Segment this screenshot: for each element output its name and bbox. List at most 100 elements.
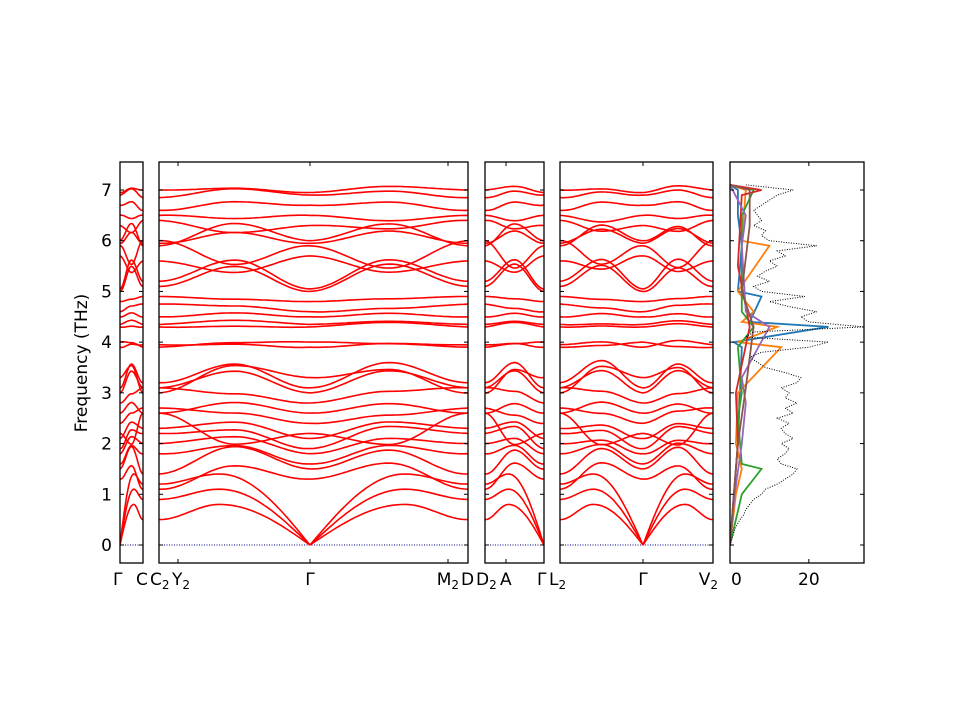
band-line xyxy=(309,425,468,450)
band-line xyxy=(159,214,311,220)
band-line xyxy=(309,386,468,404)
band-line xyxy=(560,503,644,546)
band-line xyxy=(120,325,143,329)
band-line xyxy=(309,320,468,326)
band-line xyxy=(560,214,644,223)
band-line xyxy=(309,239,468,269)
band-line xyxy=(309,201,468,212)
band-line xyxy=(560,365,644,394)
band-line xyxy=(120,401,143,414)
k-point-label: Γ xyxy=(537,570,547,590)
band-line xyxy=(309,258,468,290)
dos-x-tick-label: 0 xyxy=(731,570,742,590)
band-line xyxy=(159,464,310,490)
band-line xyxy=(642,189,713,199)
band-line xyxy=(310,402,468,414)
band-line xyxy=(560,264,644,293)
band-line xyxy=(159,444,310,465)
band-line xyxy=(485,386,544,404)
band-line xyxy=(642,442,713,465)
band-line xyxy=(560,447,644,475)
band-line xyxy=(120,219,143,234)
band-line xyxy=(159,445,311,475)
band-line xyxy=(159,312,310,318)
band-line xyxy=(159,219,311,234)
band-line xyxy=(120,303,143,313)
band-line xyxy=(485,449,544,475)
band-line xyxy=(642,295,713,303)
band-line xyxy=(560,359,644,389)
band-line xyxy=(643,465,713,490)
band-line xyxy=(560,228,644,245)
dos-x-tick-label: 20 xyxy=(798,570,820,590)
k-point-label: C xyxy=(136,570,148,590)
total-dos-line xyxy=(730,184,865,546)
k-point-label: Y2 xyxy=(171,570,190,592)
partial-dos-line xyxy=(730,184,771,546)
band-line xyxy=(120,259,143,290)
band-line xyxy=(309,361,468,389)
band-line xyxy=(309,369,468,394)
band-line xyxy=(560,239,643,266)
band-line xyxy=(485,473,544,546)
k-point-label: L2 xyxy=(549,570,566,592)
band-line xyxy=(120,473,143,546)
band-line xyxy=(642,227,713,245)
band-line xyxy=(560,191,644,199)
y-tick-label: 3 xyxy=(101,384,112,404)
band-line xyxy=(642,422,713,440)
band-line xyxy=(642,473,713,546)
band-line xyxy=(642,255,713,273)
band-line xyxy=(159,319,311,326)
band-line xyxy=(159,259,311,290)
band-line xyxy=(560,412,644,446)
band-line xyxy=(485,295,544,303)
band-line xyxy=(560,401,644,414)
band-line xyxy=(642,503,713,546)
band-line xyxy=(120,387,143,404)
band-line xyxy=(159,370,311,394)
dos-panel: 0 20 xyxy=(729,161,865,590)
dos-frame xyxy=(729,161,865,564)
band-line xyxy=(159,387,310,404)
band-line xyxy=(485,368,544,394)
band-lines xyxy=(485,185,544,546)
band-line xyxy=(120,488,143,546)
band-line xyxy=(560,258,644,290)
panel-d2-a-gamma: D2 A Γ xyxy=(476,161,547,592)
band-line xyxy=(485,341,544,348)
band-line xyxy=(560,439,644,455)
band-line xyxy=(485,488,544,546)
band-line xyxy=(642,214,713,220)
band-line xyxy=(485,258,544,290)
band-line xyxy=(642,339,713,348)
band-line xyxy=(120,435,143,455)
band-line xyxy=(120,363,143,389)
band-line xyxy=(560,303,644,313)
band-line xyxy=(310,190,468,199)
band-lines xyxy=(120,187,143,546)
band-line xyxy=(485,444,544,465)
band-line xyxy=(485,320,544,326)
band-line xyxy=(120,421,143,440)
band-line xyxy=(159,265,311,293)
band-line xyxy=(642,185,713,194)
band-line xyxy=(642,425,713,450)
band-line xyxy=(485,190,544,199)
band-line xyxy=(560,341,644,349)
band-line xyxy=(120,312,143,318)
band-line xyxy=(159,363,310,389)
band-line xyxy=(159,428,310,450)
band-line xyxy=(485,255,544,274)
band-line xyxy=(120,319,143,326)
band-line xyxy=(560,295,643,303)
panel-c2-y2-gamma-m2-d: C2 Y2 Γ M2 D xyxy=(150,161,474,592)
band-line xyxy=(159,200,311,212)
band-line xyxy=(485,425,544,450)
band-line xyxy=(485,223,544,247)
panel-frame xyxy=(484,161,545,564)
band-line xyxy=(485,402,544,414)
k-point-label: D2 xyxy=(476,570,497,592)
